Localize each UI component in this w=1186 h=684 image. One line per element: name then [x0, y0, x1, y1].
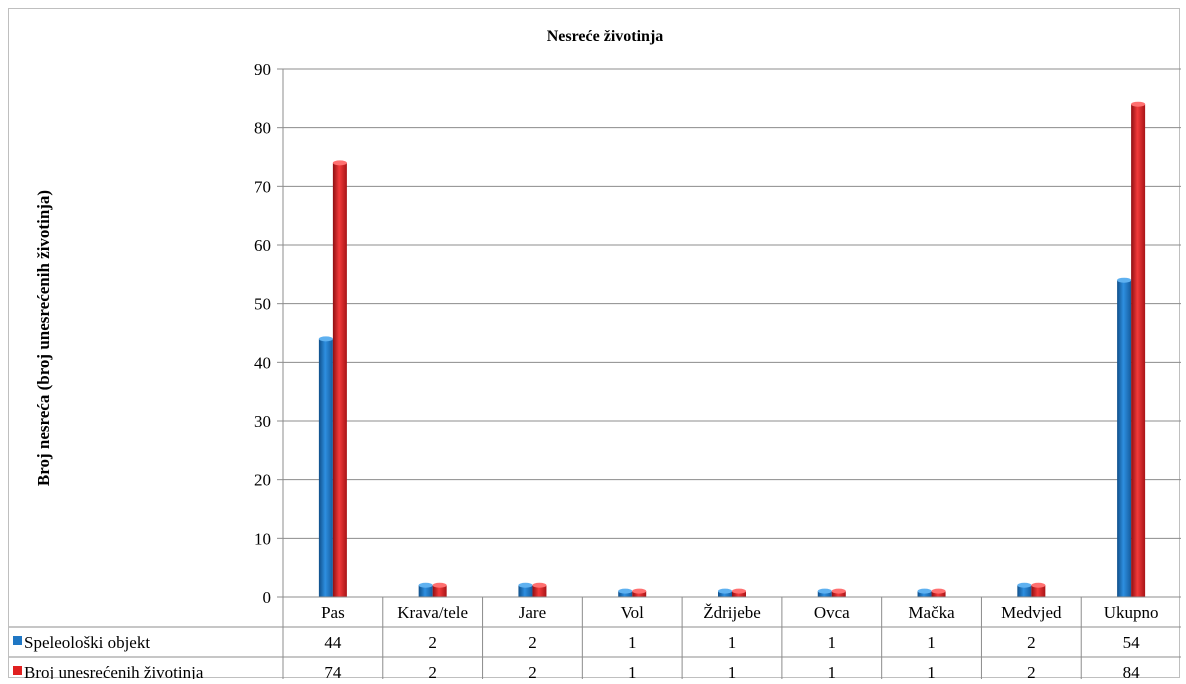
data-table-value: 2 [428, 633, 437, 652]
data-table-value: 44 [324, 633, 342, 652]
bar-speleoloski [518, 585, 533, 597]
bar-cap [917, 588, 932, 594]
y-tick-label: 90 [254, 60, 271, 79]
bar-cap [718, 588, 732, 594]
category-label: Ovca [814, 603, 850, 622]
bar-unesrecenih [332, 162, 347, 597]
bar-unesrecenih [532, 585, 547, 597]
data-table-value: 2 [1027, 663, 1036, 679]
y-tick-label: 60 [254, 236, 271, 255]
y-axis-label: Broj nesreća (broj unesrećenih životinja… [34, 190, 53, 486]
bar-speleoloski [318, 338, 333, 597]
axes: 0 10 20 30 40 50 60 70 80 90 [254, 60, 284, 607]
bar-cap [632, 588, 647, 594]
data-table-value: 1 [828, 663, 837, 679]
bar-cap [817, 588, 832, 594]
bar-speleoloski [618, 591, 633, 597]
legend-key [13, 636, 22, 645]
data-table-value: 1 [628, 663, 637, 679]
legend-label: Broj unesrećenih životinja [24, 663, 204, 679]
chart-title: Nesreće životinja [547, 28, 664, 45]
y-tick-label: 20 [254, 471, 271, 490]
y-tick-label: 50 [254, 295, 271, 314]
data-table-value: 84 [1123, 663, 1141, 679]
data-table-value: 1 [927, 663, 936, 679]
bar-cap [618, 588, 633, 594]
category-label: Mačka [908, 603, 955, 622]
bar-cap [432, 582, 447, 588]
bar-unesrecenih [1031, 585, 1046, 597]
bar-cap [1031, 582, 1046, 588]
bar-cap [1131, 101, 1146, 107]
bar-unesrecenih [732, 591, 746, 597]
bar-unesrecenih [1131, 104, 1146, 597]
y-tick-label: 30 [254, 412, 271, 431]
data-table-value: 1 [728, 633, 737, 652]
bar-cap [532, 582, 547, 588]
bars [318, 101, 1146, 597]
data-table-value: 54 [1123, 633, 1141, 652]
data-table: Pas Krava/tele Jare Vol Ždrijebe Ovca Mačka Med… [9, 596, 1181, 679]
bar-unesrecenih [632, 591, 647, 597]
bar-cap [931, 588, 946, 594]
bar-cap [518, 582, 533, 588]
bar-cap [418, 582, 433, 588]
category-label: Krava/tele [397, 603, 468, 622]
bar-speleoloski [917, 591, 932, 597]
gridlines [283, 68, 1181, 539]
legend-key [13, 666, 22, 675]
data-table-value: 1 [628, 633, 637, 652]
bar-speleoloski [817, 591, 832, 597]
category-label: Medvjed [1001, 603, 1062, 622]
chart: Nesreće životinja Broj nesreća (broj une… [9, 28, 1181, 679]
data-table-value: 2 [528, 633, 537, 652]
y-tick-label: 0 [263, 588, 272, 607]
data-table-value: 1 [828, 633, 837, 652]
bar-cap [831, 588, 846, 594]
data-table-value: 2 [1027, 633, 1036, 652]
data-table-value: 74 [324, 663, 342, 679]
bar-cap [1117, 277, 1132, 283]
legend-label: Speleološki objekt [24, 633, 150, 652]
bar-unesrecenih [432, 585, 447, 597]
bar-cap [318, 336, 333, 342]
bar-speleoloski [1117, 280, 1132, 597]
bar-cap [732, 588, 746, 594]
bar-cap [332, 160, 347, 166]
category-label: Jare [519, 603, 546, 622]
y-tick-label: 10 [254, 529, 271, 548]
category-label: Ždrijebe [703, 603, 761, 622]
bar-unesrecenih [931, 591, 946, 597]
bar-speleoloski [1017, 585, 1032, 597]
y-tick-label: 70 [254, 177, 271, 196]
category-label: Pas [321, 603, 345, 622]
category-label: Vol [621, 603, 645, 622]
category-label: Ukupno [1104, 603, 1159, 622]
data-table-value: 1 [728, 663, 737, 679]
bar-speleoloski [718, 591, 732, 597]
bar-unesrecenih [831, 591, 846, 597]
data-table-value: 2 [428, 663, 437, 679]
chart-frame: Nesreće životinja Broj nesreća (broj une… [8, 8, 1181, 679]
data-table-value: 1 [927, 633, 936, 652]
bar-cap [1017, 582, 1032, 588]
data-table-value: 2 [528, 663, 537, 679]
bar-speleoloski [418, 585, 433, 597]
y-tick-label: 80 [254, 119, 271, 138]
y-tick-label: 40 [254, 353, 271, 372]
